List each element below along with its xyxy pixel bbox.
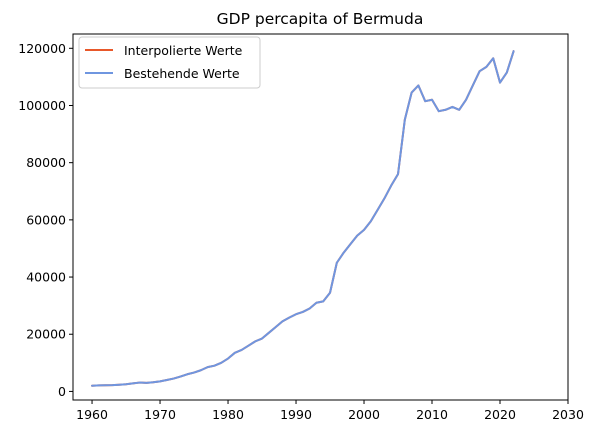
legend-label-bestehende-werte: Bestehende Werte: [124, 66, 240, 81]
y-tick-label-120000: 120000: [18, 41, 66, 56]
y-axis: 0 20000 40000 60000 80000 100000 120000: [18, 41, 73, 399]
chart-title: GDP percapita of Bermuda: [217, 10, 424, 28]
x-tick-label-2000: 2000: [348, 407, 380, 422]
x-axis: 1960 1970 1980 1990 2000 2010 2020 2030: [76, 400, 584, 422]
y-tick-label-80000: 80000: [26, 155, 66, 170]
legend-box: [78, 36, 261, 89]
x-tick-label-1960: 1960: [76, 407, 108, 422]
x-tick-label-1990: 1990: [280, 407, 312, 422]
x-tick-label-2030: 2030: [552, 407, 584, 422]
legend-label-interpolierte-werte: Interpolierte Werte: [124, 43, 243, 58]
x-tick-label-1980: 1980: [212, 407, 244, 422]
plot-area: 1960 1970 1980 1990 2000 2010 2020 2030 0 20000 4…: [18, 33, 584, 422]
legend: Interpolierte Werte Bestehende Werte: [78, 36, 261, 89]
series-line-bestehende-werte: [91, 50, 515, 387]
y-tick-label-40000: 40000: [26, 270, 66, 285]
y-tick-label-20000: 20000: [26, 327, 66, 342]
x-tick-label-2010: 2010: [416, 407, 448, 422]
axes-frame: [72, 33, 569, 401]
y-tick-label-60000: 60000: [26, 212, 66, 227]
y-tick-label-0: 0: [58, 384, 66, 399]
series-layer: [91, 50, 515, 387]
x-tick-label-1970: 1970: [144, 407, 176, 422]
x-tick-label-2020: 2020: [484, 407, 516, 422]
y-tick-label-100000: 100000: [18, 98, 66, 113]
